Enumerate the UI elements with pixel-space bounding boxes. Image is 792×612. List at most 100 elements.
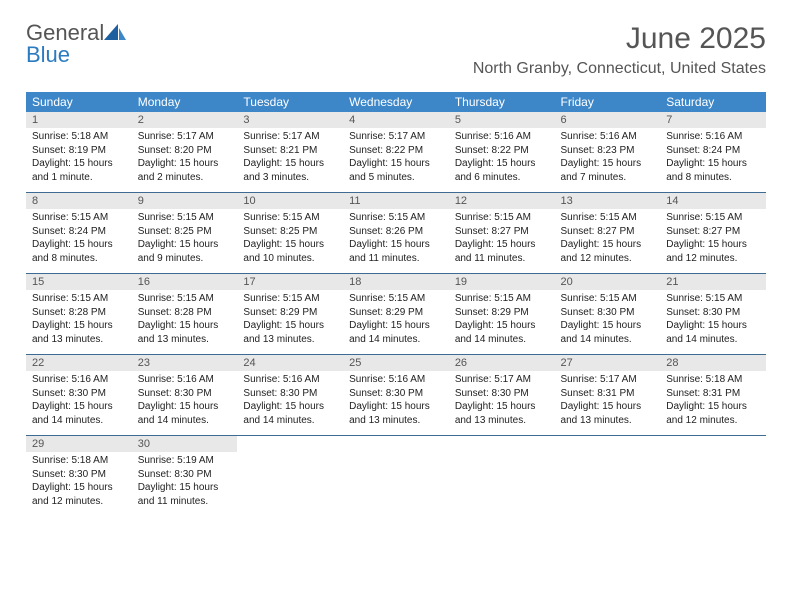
- day-number: 27: [555, 355, 661, 371]
- day-number: 10: [237, 193, 343, 209]
- day-number: 14: [660, 193, 766, 209]
- sunrise-text: Sunrise: 5:16 AM: [561, 130, 655, 144]
- day-header: Friday: [555, 92, 661, 112]
- daylight-text: Daylight: 15 hours and 14 minutes.: [32, 400, 126, 427]
- calendar-cell: 30Sunrise: 5:19 AMSunset: 8:30 PMDayligh…: [132, 436, 238, 517]
- sunset-text: Sunset: 8:30 PM: [32, 468, 126, 482]
- calendar-cell: 6 Sunrise: 5:16 AMSunset: 8:23 PMDaylight…: [555, 112, 661, 193]
- calendar-cell: 1Sunrise: 5:18 AMSunset: 8:19 PMDaylight…: [26, 112, 132, 193]
- daylight-text: Daylight: 15 hours and 10 minutes.: [243, 238, 337, 265]
- day-number: 21: [660, 274, 766, 290]
- calendar-cell: 28Sunrise: 5:18 AMSunset: 8:31 PMDayligh…: [660, 355, 766, 436]
- calendar-cell: [660, 436, 766, 517]
- day-body: Sunrise: 5:15 AMSunset: 8:30 PMDaylight:…: [555, 290, 661, 354]
- sunrise-text: Sunrise: 5:15 AM: [243, 292, 337, 306]
- sunset-text: Sunset: 8:29 PM: [349, 306, 443, 320]
- sunrise-text: Sunrise: 5:16 AM: [138, 373, 232, 387]
- sunrise-text: Sunrise: 5:16 AM: [455, 130, 549, 144]
- daylight-text: Daylight: 15 hours and 8 minutes.: [32, 238, 126, 265]
- daylight-text: Daylight: 15 hours and 7 minutes.: [561, 157, 655, 184]
- calendar-row: 22Sunrise: 5:16 AMSunset: 8:30 PMDayligh…: [26, 355, 766, 436]
- daylight-text: Daylight: 15 hours and 11 minutes.: [349, 238, 443, 265]
- sunrise-text: Sunrise: 5:15 AM: [666, 211, 760, 225]
- calendar-cell: 16Sunrise: 5:15 AMSunset: 8:28 PMDayligh…: [132, 274, 238, 355]
- calendar-cell: 10Sunrise: 5:15 AMSunset: 8:25 PMDayligh…: [237, 193, 343, 274]
- sunrise-text: Sunrise: 5:15 AM: [138, 211, 232, 225]
- sunset-text: Sunset: 8:29 PM: [455, 306, 549, 320]
- sunset-text: Sunset: 8:31 PM: [666, 387, 760, 401]
- calendar-cell: 14Sunrise: 5:15 AMSunset: 8:27 PMDayligh…: [660, 193, 766, 274]
- logo-text-b: Blue: [26, 42, 70, 67]
- day-body: Sunrise: 5:16 AMSunset: 8:30 PMDaylight:…: [132, 371, 238, 435]
- day-number: 17: [237, 274, 343, 290]
- calendar-cell: 2Sunrise: 5:17 AMSunset: 8:20 PMDaylight…: [132, 112, 238, 193]
- day-body: Sunrise: 5:18 AMSunset: 8:31 PMDaylight:…: [660, 371, 766, 435]
- daylight-text: Daylight: 15 hours and 6 minutes.: [455, 157, 549, 184]
- sunset-text: Sunset: 8:26 PM: [349, 225, 443, 239]
- day-number: 26: [449, 355, 555, 371]
- day-body: Sunrise: 5:15 AMSunset: 8:25 PMDaylight:…: [237, 209, 343, 273]
- daylight-text: Daylight: 15 hours and 14 minutes.: [349, 319, 443, 346]
- day-body: Sunrise: 5:15 AMSunset: 8:26 PMDaylight:…: [343, 209, 449, 273]
- day-header: Monday: [132, 92, 238, 112]
- logo-text: General Blue: [26, 22, 126, 66]
- calendar-cell: [555, 436, 661, 517]
- day-body: Sunrise: 5:17 AMSunset: 8:20 PMDaylight:…: [132, 128, 238, 192]
- calendar-cell: 25Sunrise: 5:16 AMSunset: 8:30 PMDayligh…: [343, 355, 449, 436]
- daylight-text: Daylight: 15 hours and 2 minutes.: [138, 157, 232, 184]
- day-body: Sunrise: 5:19 AMSunset: 8:30 PMDaylight:…: [132, 452, 238, 516]
- sunset-text: Sunset: 8:30 PM: [32, 387, 126, 401]
- daylight-text: Daylight: 15 hours and 14 minutes.: [561, 319, 655, 346]
- day-number: 7: [660, 112, 766, 128]
- day-number: 24: [237, 355, 343, 371]
- daylight-text: Daylight: 15 hours and 13 minutes.: [561, 400, 655, 427]
- daylight-text: Daylight: 15 hours and 14 minutes.: [455, 319, 549, 346]
- calendar-head: SundayMondayTuesdayWednesdayThursdayFrid…: [26, 92, 766, 112]
- day-body: Sunrise: 5:15 AMSunset: 8:29 PMDaylight:…: [237, 290, 343, 354]
- sunrise-text: Sunrise: 5:15 AM: [138, 292, 232, 306]
- sunrise-text: Sunrise: 5:15 AM: [561, 292, 655, 306]
- sunset-text: Sunset: 8:27 PM: [561, 225, 655, 239]
- day-number: 4: [343, 112, 449, 128]
- day-number: 19: [449, 274, 555, 290]
- daylight-text: Daylight: 15 hours and 1 minute.: [32, 157, 126, 184]
- calendar-cell: 18Sunrise: 5:15 AMSunset: 8:29 PMDayligh…: [343, 274, 449, 355]
- daylight-text: Daylight: 15 hours and 14 minutes.: [138, 400, 232, 427]
- day-body: Sunrise: 5:18 AMSunset: 8:30 PMDaylight:…: [26, 452, 132, 516]
- sunrise-text: Sunrise: 5:17 AM: [349, 130, 443, 144]
- sunset-text: Sunset: 8:27 PM: [666, 225, 760, 239]
- sunset-text: Sunset: 8:23 PM: [561, 144, 655, 158]
- day-body: Sunrise: 5:17 AMSunset: 8:31 PMDaylight:…: [555, 371, 661, 435]
- sunset-text: Sunset: 8:30 PM: [561, 306, 655, 320]
- daylight-text: Daylight: 15 hours and 14 minutes.: [666, 319, 760, 346]
- calendar-row: 8Sunrise: 5:15 AMSunset: 8:24 PMDaylight…: [26, 193, 766, 274]
- day-body: Sunrise: 5:17 AMSunset: 8:30 PMDaylight:…: [449, 371, 555, 435]
- sail-icon: [104, 24, 126, 42]
- calendar-cell: 19Sunrise: 5:15 AMSunset: 8:29 PMDayligh…: [449, 274, 555, 355]
- calendar-cell: 13Sunrise: 5:15 AMSunset: 8:27 PMDayligh…: [555, 193, 661, 274]
- sunrise-text: Sunrise: 5:16 AM: [666, 130, 760, 144]
- calendar-body: 1Sunrise: 5:18 AMSunset: 8:19 PMDaylight…: [26, 112, 766, 516]
- day-number: 20: [555, 274, 661, 290]
- day-body: Sunrise: 5:15 AMSunset: 8:30 PMDaylight:…: [660, 290, 766, 354]
- daylight-text: Daylight: 15 hours and 11 minutes.: [138, 481, 232, 508]
- day-number: 6: [555, 112, 661, 128]
- calendar-cell: 26Sunrise: 5:17 AMSunset: 8:30 PMDayligh…: [449, 355, 555, 436]
- daylight-text: Daylight: 15 hours and 9 minutes.: [138, 238, 232, 265]
- day-number: 30: [132, 436, 238, 452]
- header: General Blue June 2025 North Granby, Con…: [0, 0, 792, 84]
- day-body: Sunrise: 5:15 AMSunset: 8:27 PMDaylight:…: [660, 209, 766, 273]
- sunrise-text: Sunrise: 5:18 AM: [32, 130, 126, 144]
- day-body: Sunrise: 5:15 AMSunset: 8:27 PMDaylight:…: [449, 209, 555, 273]
- day-body: Sunrise: 5:17 AMSunset: 8:22 PMDaylight:…: [343, 128, 449, 192]
- day-header: Thursday: [449, 92, 555, 112]
- calendar-cell: 17Sunrise: 5:15 AMSunset: 8:29 PMDayligh…: [237, 274, 343, 355]
- day-body: Sunrise: 5:16 AMSunset: 8:30 PMDaylight:…: [343, 371, 449, 435]
- calendar-cell: 20Sunrise: 5:15 AMSunset: 8:30 PMDayligh…: [555, 274, 661, 355]
- sunset-text: Sunset: 8:25 PM: [138, 225, 232, 239]
- sunset-text: Sunset: 8:30 PM: [243, 387, 337, 401]
- sunrise-text: Sunrise: 5:18 AM: [666, 373, 760, 387]
- calendar-row: 15Sunrise: 5:15 AMSunset: 8:28 PMDayligh…: [26, 274, 766, 355]
- sunset-text: Sunset: 8:29 PM: [243, 306, 337, 320]
- day-number: 2: [132, 112, 238, 128]
